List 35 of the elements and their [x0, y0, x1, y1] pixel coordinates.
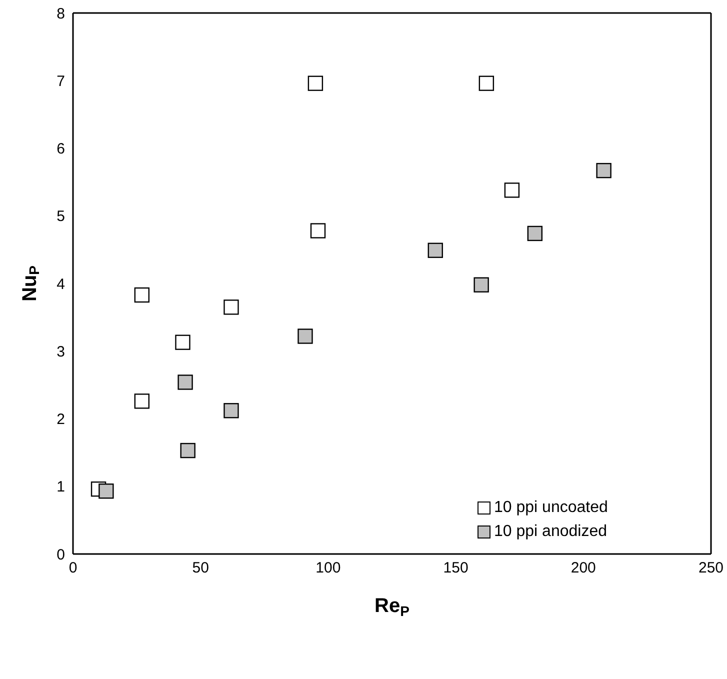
- y-tick-label: 4: [56, 276, 65, 293]
- y-tick-label: 1: [56, 478, 65, 496]
- point: [98, 484, 114, 499]
- point: [298, 328, 313, 344]
- y-tick-label: 6: [56, 140, 65, 158]
- legend-label: 10 ppi uncoated: [494, 499, 608, 517]
- point: [224, 403, 239, 418]
- x-tick-label: 50: [192, 560, 209, 577]
- y-tick-label: 5: [56, 208, 65, 226]
- legend-label: 10 ppi anodized: [494, 523, 607, 541]
- y-tick-label: 3: [56, 343, 65, 360]
- point: [310, 223, 326, 238]
- x-tick-label: 100: [316, 560, 341, 577]
- x-tick-label: 200: [570, 560, 596, 577]
- point: [134, 287, 150, 303]
- point: [478, 76, 494, 91]
- point: [134, 394, 150, 409]
- x-tick-label: 150: [443, 560, 468, 577]
- point: [596, 162, 612, 178]
- y-tick-label: 0: [56, 546, 65, 564]
- y-tick-label: 8: [56, 5, 65, 22]
- point: [504, 182, 520, 198]
- x-axis-title: Re$_{P}$: [374, 595, 410, 620]
- x-tick-label: 250: [698, 560, 724, 577]
- point: [308, 76, 324, 91]
- y-tick-label: 7: [56, 72, 65, 90]
- point: [428, 242, 443, 258]
- point: [178, 374, 193, 390]
- x-tick-label: 0: [68, 560, 78, 577]
- point: [180, 442, 196, 458]
- point: [474, 277, 489, 292]
- point: [527, 226, 543, 242]
- point: [224, 300, 239, 315]
- point: [175, 334, 190, 350]
- y-tick-label: 2: [56, 411, 65, 428]
